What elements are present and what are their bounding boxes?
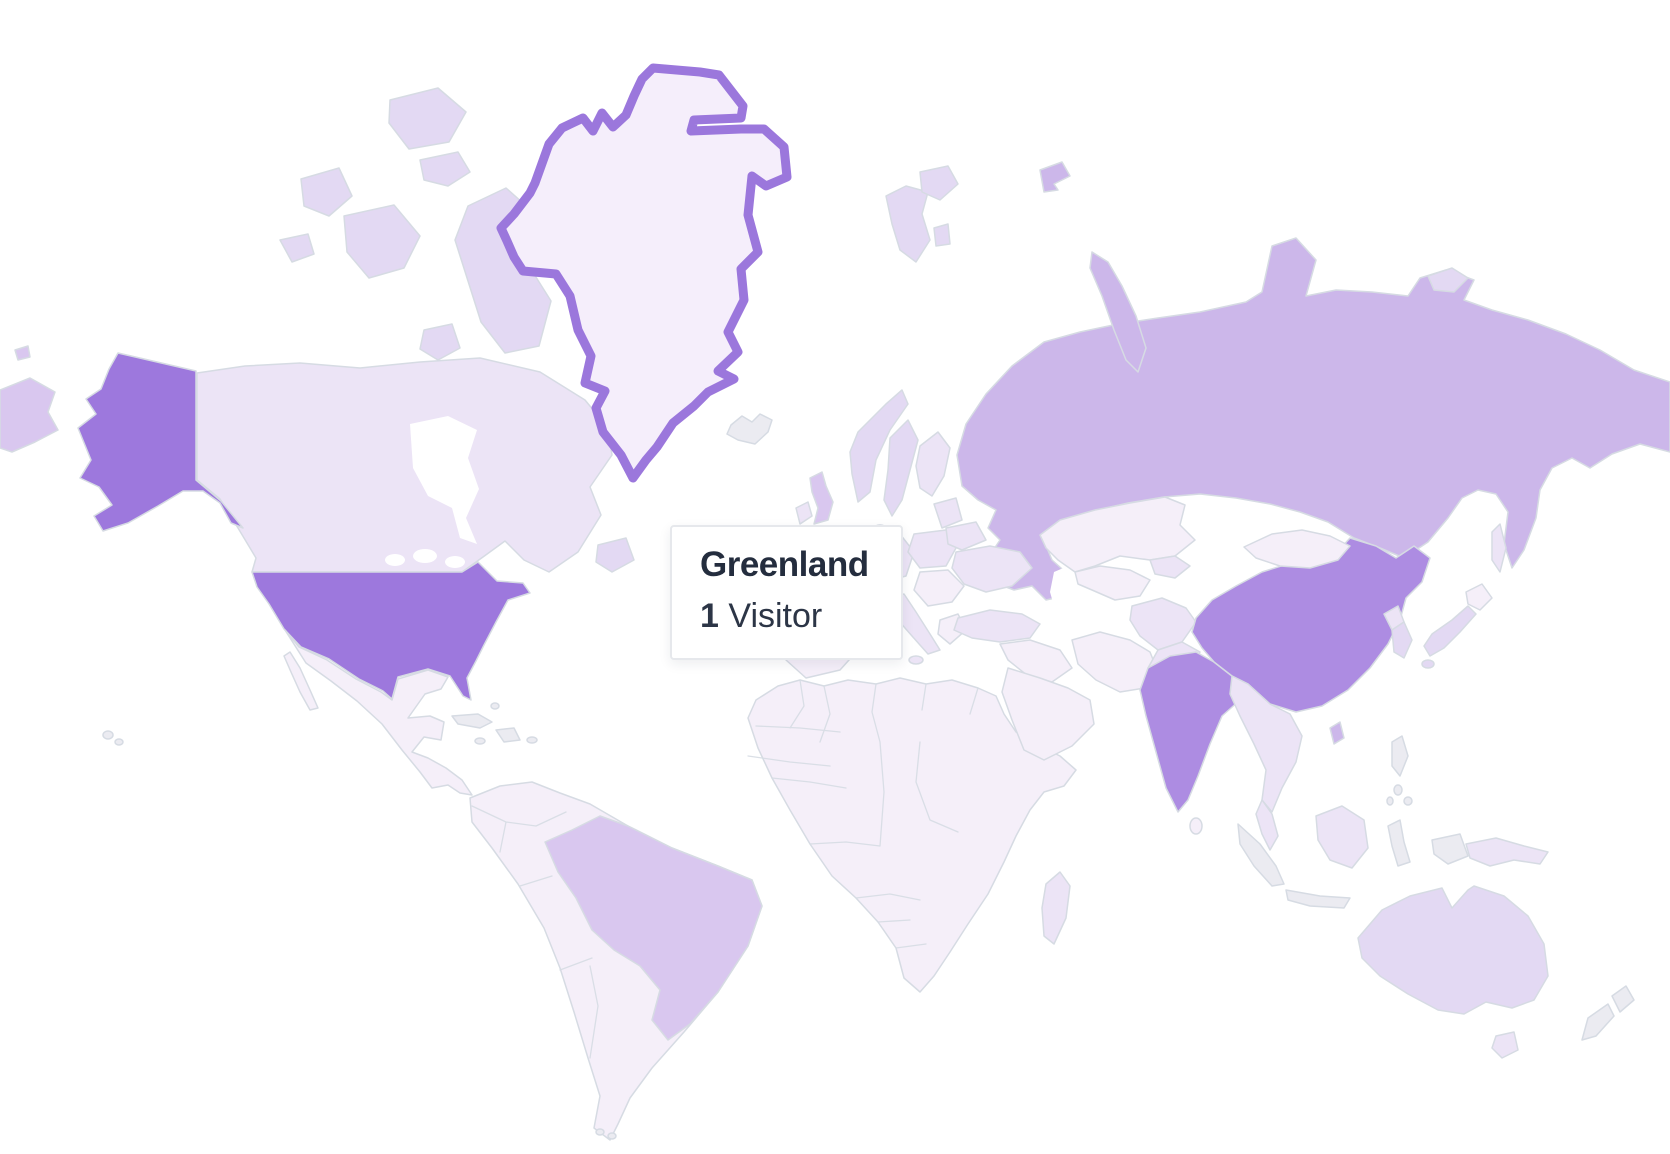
region-newfoundland[interactable] — [595, 537, 635, 573]
tooltip-country-name: Greenland — [700, 545, 869, 584]
south-america-borders — [471, 805, 599, 1059]
region-new-zealand[interactable] — [1611, 985, 1635, 1013]
region-chukotka-west[interactable] — [0, 377, 59, 453]
region-taiwan[interactable] — [1329, 721, 1345, 745]
region-caribbean[interactable] — [526, 736, 538, 744]
region-sakhalin[interactable] — [1491, 523, 1507, 573]
caspian-sea — [1050, 566, 1080, 648]
region-mexico[interactable] — [284, 629, 473, 796]
region-canada[interactable] — [196, 357, 613, 573]
region-philippines[interactable] — [1403, 796, 1413, 806]
map-tooltip: Greenland 1 Visitor — [670, 525, 903, 660]
region-greenland[interactable] — [496, 63, 792, 483]
region-novaya-zemlya[interactable] — [1089, 251, 1147, 373]
region-caribbean[interactable] — [490, 702, 500, 710]
region-caribbean[interactable] — [451, 713, 493, 729]
region-iceland[interactable] — [726, 413, 773, 445]
region-sri-lanka[interactable] — [1189, 817, 1203, 835]
region-arctic-islands[interactable] — [419, 151, 471, 187]
region-philippines[interactable] — [1386, 796, 1394, 806]
region-uk[interactable] — [809, 471, 834, 525]
region-hawaii[interactable] — [114, 738, 124, 746]
region-sulawesi[interactable] — [1387, 819, 1411, 867]
tooltip-visitor-unit: Visitor — [728, 597, 823, 635]
region-philippines[interactable] — [1391, 735, 1409, 777]
region-new-zealand[interactable] — [1581, 1003, 1615, 1041]
region-mexico[interactable] — [283, 651, 319, 711]
region-arctic-islands[interactable] — [419, 323, 461, 361]
region-malay-peninsula[interactable] — [1255, 799, 1279, 851]
region-alaska[interactable] — [77, 352, 244, 532]
region-finland[interactable] — [915, 431, 951, 497]
region-madagascar[interactable] — [1041, 871, 1071, 945]
region-arabia[interactable] — [1001, 667, 1095, 761]
great-lake — [445, 556, 465, 568]
great-lake — [385, 554, 405, 566]
region-ukraine[interactable] — [951, 545, 1033, 593]
region-svalbard[interactable] — [885, 185, 931, 263]
region-japan[interactable] — [1423, 605, 1477, 657]
region-hokkaido[interactable] — [1465, 583, 1493, 611]
region-caribbean[interactable] — [495, 727, 521, 743]
region-tasmania[interactable] — [1491, 1031, 1519, 1059]
region-arctic-islands[interactable] — [343, 204, 421, 279]
region-ireland[interactable] — [795, 501, 813, 525]
region-south-korea[interactable] — [1391, 621, 1413, 659]
tooltip-visitor-count: 1 — [700, 597, 719, 635]
region-sumatra[interactable] — [1237, 823, 1285, 887]
region-hawaii[interactable] — [102, 730, 114, 740]
region-norway[interactable] — [849, 389, 909, 503]
great-lake — [413, 549, 437, 563]
region-philippines[interactable] — [1393, 784, 1403, 796]
region-italy[interactable] — [908, 655, 924, 665]
region-west-papua[interactable] — [1431, 833, 1469, 865]
africa-borders — [747, 679, 979, 949]
region-africa[interactable] — [747, 677, 1077, 993]
region-borneo[interactable] — [1315, 805, 1369, 869]
region-united-states[interactable] — [251, 561, 531, 701]
region-java[interactable] — [1285, 889, 1351, 909]
region-arctic-islands[interactable] — [388, 87, 467, 150]
region-turkey[interactable] — [953, 609, 1041, 643]
region-falklands[interactable] — [595, 1128, 605, 1136]
region-arctic-islands[interactable] — [279, 233, 315, 263]
region-levant[interactable] — [999, 639, 1073, 683]
region-caribbean[interactable] — [474, 737, 486, 745]
region-japan[interactable] — [1421, 659, 1435, 669]
region-belarus[interactable] — [945, 521, 987, 551]
region-papua-new-guinea[interactable] — [1465, 837, 1549, 867]
region-afghanistan[interactable] — [1129, 597, 1197, 651]
region-balkans[interactable] — [913, 569, 965, 607]
tooltip-visitor-line: 1 Visitor — [700, 597, 871, 636]
region-kazakhstan[interactable] — [1039, 496, 1196, 573]
region-australia[interactable] — [1357, 885, 1549, 1015]
region-svalbard[interactable] — [933, 223, 951, 247]
region-novosibirsk-islands[interactable] — [1427, 267, 1469, 293]
region-arctic-islands[interactable] — [300, 167, 353, 217]
hudson-bay — [410, 416, 479, 544]
region-franz-josef[interactable] — [1039, 161, 1071, 193]
region-central-asia[interactable] — [1074, 565, 1151, 601]
region-svalbard[interactable] — [919, 165, 959, 201]
region-brazil[interactable] — [544, 815, 763, 1041]
region-baltics[interactable] — [933, 497, 963, 529]
region-mongolia[interactable] — [1243, 529, 1351, 569]
region-india[interactable] — [1139, 651, 1249, 813]
region-sweden[interactable] — [883, 419, 919, 517]
region-chukotka-west[interactable] — [14, 345, 31, 361]
region-indochina[interactable] — [1229, 675, 1303, 813]
region-falklands[interactable] — [607, 1132, 617, 1140]
region-kyrgyzstan[interactable] — [1149, 555, 1191, 579]
